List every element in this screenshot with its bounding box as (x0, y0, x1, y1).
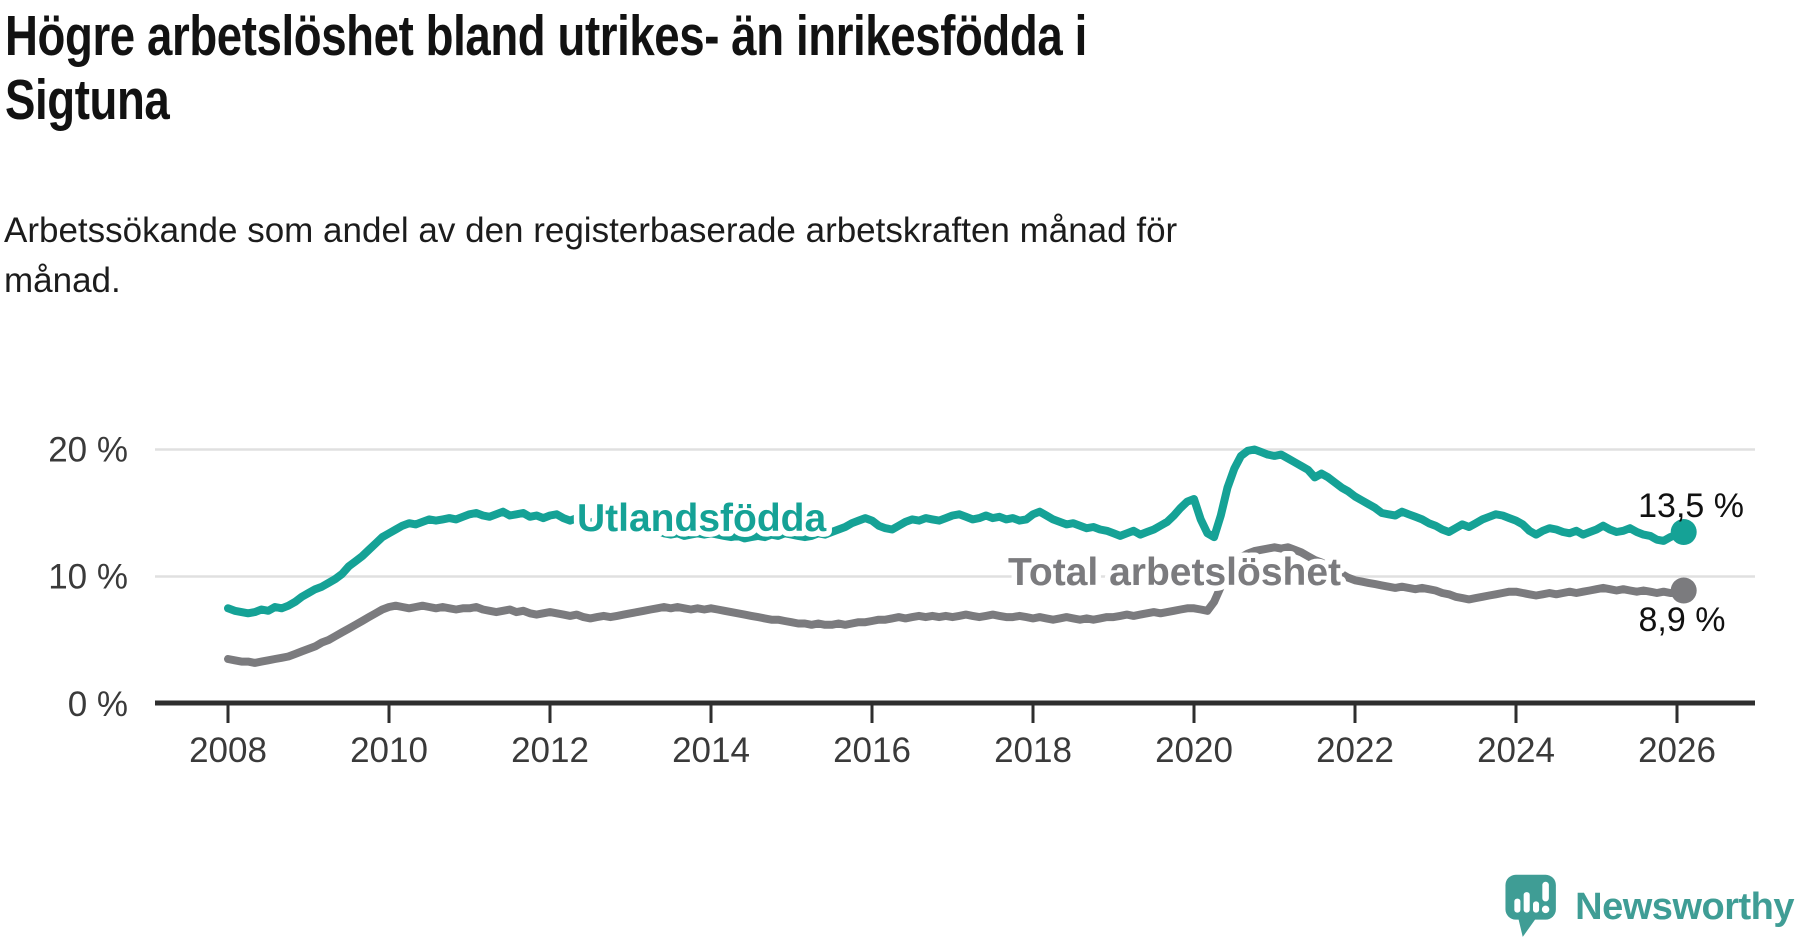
total-end-value-label: 8,9 % (1639, 601, 1726, 639)
utlandsfodda-end-value-label: 13,5 % (1638, 487, 1744, 525)
ytick-label-20: 20 % (48, 431, 128, 470)
xtick-label-2014: 2014 (672, 731, 750, 770)
utlandsfodda-line (224, 445, 1688, 618)
total-arbetsloshet-line (224, 543, 1688, 667)
x-axis-year-labels: 2008 2010 2012 2014 2016 2018 2020 2022 2024 2026 (189, 731, 1716, 770)
xtick-label-2022: 2022 (1316, 731, 1394, 770)
xtick-label-2026: 2026 (1638, 731, 1716, 770)
speech-bubble-chart-icon (1505, 874, 1557, 937)
chart-title-line2: Sigtuna (5, 68, 170, 132)
gridlines (155, 448, 1755, 578)
xtick-label-2010: 2010 (350, 731, 428, 770)
ytick-label-0: 0 % (68, 685, 128, 724)
total-arbetsloshet-series-label: Total arbetslöshet (1008, 551, 1341, 594)
ytick-label-10: 10 % (48, 558, 128, 597)
xtick-label-2024: 2024 (1477, 731, 1555, 770)
chart-title: Högre arbetslöshet bland utrikes- än inr… (5, 4, 1445, 132)
xtick-label-2020: 2020 (1155, 731, 1233, 770)
utlandsfodda-series-label: Utlandsfödda (577, 497, 826, 540)
xtick-label-2016: 2016 (833, 731, 911, 770)
newsworthy-logo: Newsworthy (1505, 874, 1794, 940)
y-axis-labels: 0 % 10 % 20 % (48, 431, 128, 725)
xtick-label-2018: 2018 (994, 731, 1072, 770)
chart-subtitle-line1: Arbetssökande som andel av den registerb… (4, 211, 1178, 250)
newsworthy-logo-text: Newsworthy (1575, 885, 1794, 928)
xtick-label-2012: 2012 (511, 731, 589, 770)
total-end-dot (1670, 577, 1697, 604)
xtick-label-2008: 2008 (189, 731, 267, 770)
chart-subtitle-line2: månad. (4, 261, 121, 300)
chart-subtitle: Arbetssökande som andel av den registerb… (4, 206, 1764, 306)
utlandsfodda-end-dot (1670, 519, 1697, 545)
chart-title-line1: Högre arbetslöshet bland utrikes- än inr… (5, 4, 1087, 68)
x-axis-ticks (226, 705, 1679, 723)
